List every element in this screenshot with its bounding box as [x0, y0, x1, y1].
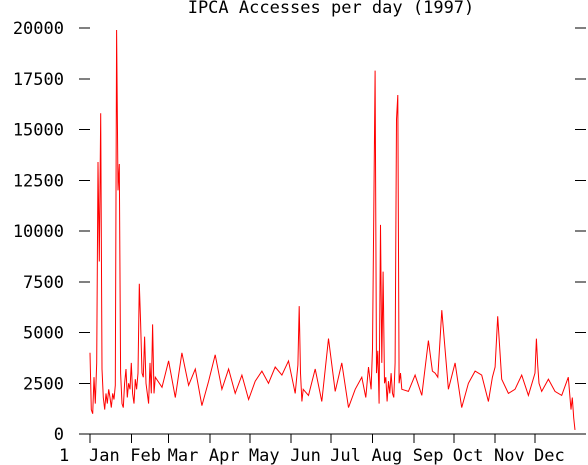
x-tick-label-month: Sep [413, 446, 444, 465]
y-tick-label: 12500 [13, 171, 64, 191]
series-layer [89, 29, 576, 430]
chart-title: IPCA Accesses per day (1997) [188, 0, 475, 18]
x-tick-label-first: 1 [59, 446, 69, 465]
y-tick-label: 5000 [23, 324, 64, 344]
x-tick-label-month: Jul [330, 446, 361, 465]
y-tick-label: 7500 [23, 273, 64, 293]
x-tick-label-month: Apr [209, 446, 240, 465]
x-tick-label-month: Jun [290, 446, 321, 465]
x-tick-label-month: Dec [534, 446, 565, 465]
x-tick-label-month: May [249, 446, 280, 465]
y-tick-label: 10000 [13, 222, 64, 242]
y-tick-label: 2500 [23, 374, 64, 394]
x-tick-label-month: Mar [168, 446, 199, 465]
y-axis-left: 0 2500 5000 7500 10000 12500 15000 17500 20000 [13, 19, 90, 445]
y-tick-label: 20000 [13, 19, 64, 39]
x-tick-label-month: Aug [371, 446, 402, 465]
x-tick-label-month: Nov [494, 446, 525, 465]
x-tick-label-month: Oct [453, 446, 484, 465]
x-tick-label-month: Jan [89, 446, 120, 465]
x-tick-label-month: Feb [130, 446, 161, 465]
y-axis-right [575, 27, 586, 435]
series-line-accesses [89, 29, 576, 430]
y-tick-label: 15000 [13, 121, 64, 141]
x-axis: Jan Feb Mar Apr May Jun Jul Aug Sep Oct Nov Dec 1 [59, 434, 565, 465]
y-tick-label: 0 [54, 425, 64, 445]
y-tick-label: 17500 [13, 70, 64, 90]
